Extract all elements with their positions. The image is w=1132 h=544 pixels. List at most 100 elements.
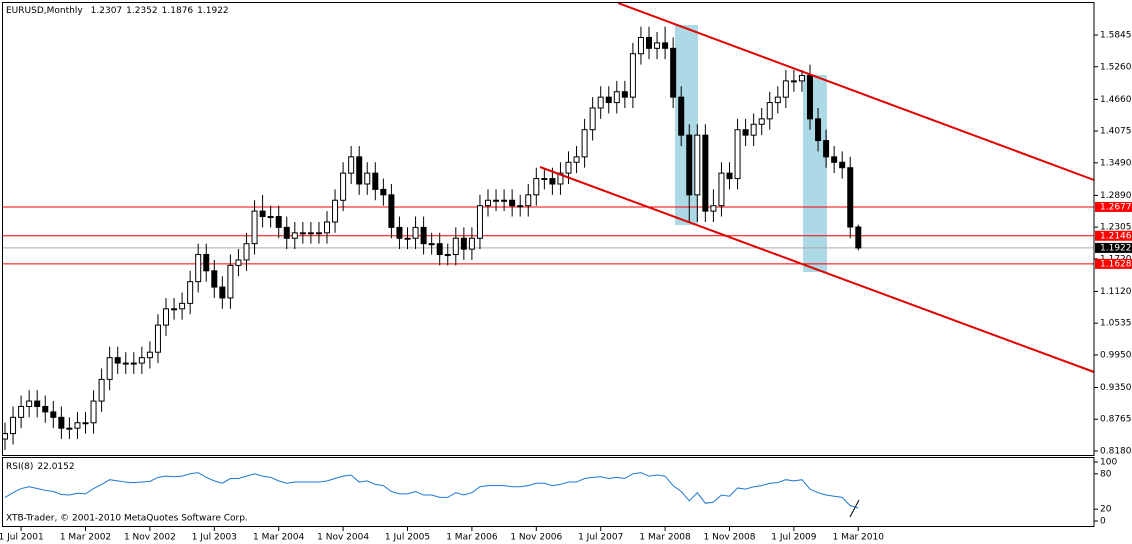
y-tick-label: 0.8180 [1100,446,1132,456]
grid-layer [3,206,1094,265]
candle-body [74,422,81,429]
candle-body [847,167,854,228]
candle-body [235,259,242,266]
rsi-label: RSI(8) 22.0152 [6,462,75,472]
ohlc-low: 1.1876 [162,6,194,16]
candle-body [476,205,483,239]
candle-body [388,194,395,228]
candle-body [324,221,330,234]
candle-body [541,178,548,181]
level-label: 1.2146 [1100,231,1132,241]
candle-body [750,123,757,136]
candle-body [404,237,411,240]
candle-body [18,405,25,418]
rsi-frame [2,457,1095,527]
candle-body [758,118,765,125]
candle-body [179,302,186,310]
x-tick-label: 1 Mar 2002 [60,533,111,543]
rsi-tick-label: 80 [1100,469,1112,479]
candle-body [396,226,403,239]
candle-body [718,172,725,207]
x-tick-label: 1 Jul 2001 [0,533,44,543]
candle-body [138,357,145,364]
candle-body [452,237,459,256]
candle-body [460,237,467,250]
candle-body [26,400,33,407]
y-tick-label: 1.0535 [1100,319,1132,329]
candle-body [670,47,677,98]
candle-body [211,270,218,288]
x-tick-label: 1 Mar 2010 [833,533,885,543]
candle-body [34,400,41,407]
candle-body [654,42,661,49]
rsi-tick-label: 0 [1100,517,1106,527]
candle-body [251,210,258,245]
level-label: 1.2677 [1100,202,1132,212]
candle-body [662,42,669,49]
candle-body [187,281,194,304]
candle-body [646,36,652,49]
candle-body [468,237,475,250]
footer: XTB-Trader, © 2001-2010 MetaQuotes Softw… [6,514,248,524]
candle-body [10,416,17,435]
candle-body [195,254,202,283]
x-tick-label: 1 Nov 2004 [317,533,369,543]
candle-body [742,129,749,136]
candle-body [106,357,113,380]
x-tick-label: 1 Mar 2006 [446,533,498,543]
candle-body [823,140,830,158]
y-tick-label: 1.4075 [1100,127,1132,137]
candle-body [581,129,588,158]
candle-body [58,416,65,429]
candles-layer [2,26,862,450]
y-tick-label: 0.9350 [1100,383,1132,393]
x-tick-label: 1 Nov 2008 [704,533,756,543]
y-tick-label: 0.8765 [1100,415,1132,425]
candle-body [348,156,355,174]
candle-body [122,362,129,365]
rsi-tick-label: 20 [1100,505,1112,515]
ohlc-close: 1.1922 [197,6,229,16]
candle-body [702,134,709,212]
candle-body [267,216,274,219]
x-tick-label: 1 Mar 2008 [639,533,691,543]
candle-body [509,199,516,207]
candle-body [493,199,500,202]
candle-body [839,161,846,169]
candle-body [525,194,532,207]
candle-body [694,134,701,196]
candle-body [557,172,564,185]
candle-body [42,405,49,413]
candle-body [517,205,524,208]
candle-body [98,378,105,402]
level-label: 1.1922 [1100,243,1132,253]
candle-body [259,210,266,218]
rsi-line [4,472,859,509]
candle-body [171,308,178,311]
candle-body [774,96,781,104]
candle-body [364,172,371,185]
level-tag [1095,201,1132,212]
rsi-trendline [849,499,860,518]
candle-body [766,102,773,120]
candle-body [66,427,73,430]
candle-body [356,156,363,185]
candle-body [90,400,97,424]
highlight-zone [803,75,827,272]
candle-body [501,199,508,202]
candle-body [597,96,604,109]
candle-body [815,118,822,142]
candle-body [790,80,797,83]
y-tick-label: 1.5260 [1100,62,1132,72]
main-frame [2,2,1095,456]
level-tag [1095,242,1132,253]
x-tick-label: 1 Nov 2006 [510,533,562,543]
level-label: 1.1628 [1100,259,1132,269]
candle-body [243,243,250,261]
candle-body [444,254,451,257]
x-tick-label: 1 Mar 2004 [253,533,305,543]
candle-body [50,411,57,418]
candle-body [146,351,153,359]
candle-body [621,91,628,98]
